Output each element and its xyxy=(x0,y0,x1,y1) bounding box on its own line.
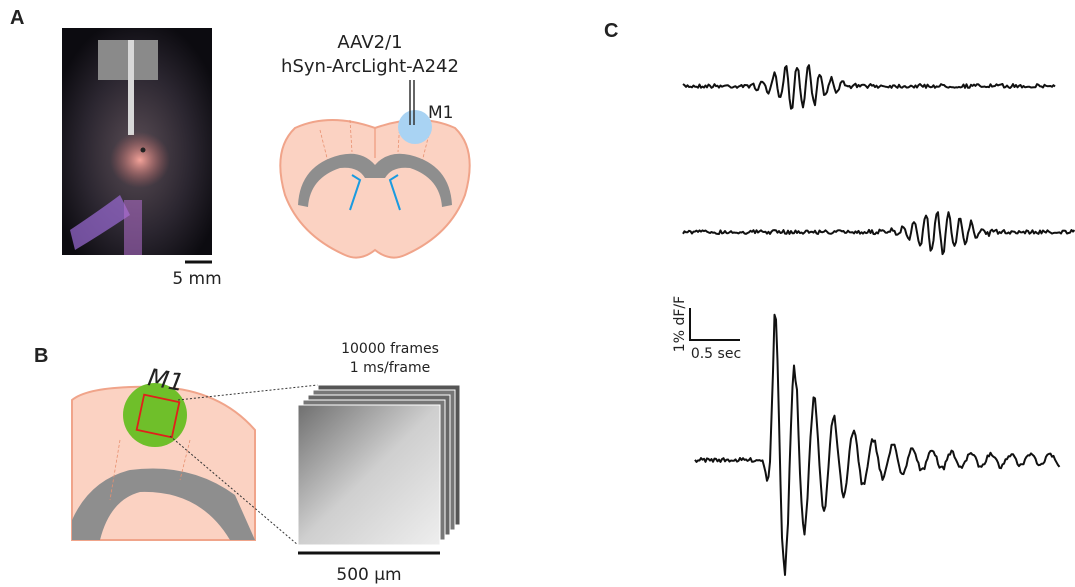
scale-label: 500 µm xyxy=(336,565,401,585)
photo xyxy=(62,28,212,255)
scale-label: 5 mm xyxy=(172,269,221,289)
panel-letter: B xyxy=(34,345,48,367)
trace xyxy=(683,212,1075,254)
panel-letter: C xyxy=(604,20,618,42)
scale-bar xyxy=(690,308,740,340)
rate-label: 1 ms/frame xyxy=(350,360,431,376)
panel-letter: A xyxy=(10,7,24,29)
image-stack xyxy=(298,385,460,545)
trace xyxy=(683,65,1055,109)
frames-label: 10000 frames xyxy=(341,341,439,357)
trace xyxy=(695,315,1060,575)
virus-label: AAV2/1 xyxy=(337,32,402,53)
figure: A 5 mm AAV2/1 hSyn-ArcLight-A242 M1 B M1… xyxy=(0,0,1075,587)
scale-label: 0.5 sec xyxy=(691,346,741,362)
scale-label: 1% dF/F xyxy=(672,296,688,352)
brain-section xyxy=(72,383,318,545)
construct-label: hSyn-ArcLight-A242 xyxy=(281,56,459,77)
region-label: M1 xyxy=(428,103,453,123)
